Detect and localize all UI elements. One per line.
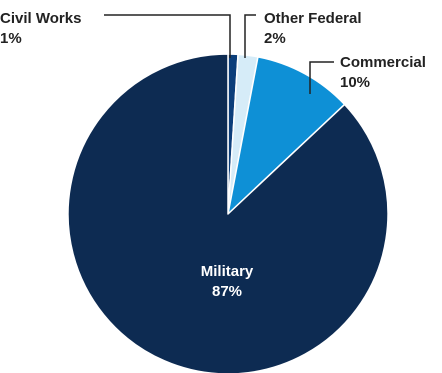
pie-slice-commercial xyxy=(227,56,346,215)
slice-value-other-federal: 2% xyxy=(264,30,286,47)
leader-lines xyxy=(104,14,334,94)
slice-label-military: Military xyxy=(201,263,254,280)
slice-label-civil-works: Civil Works xyxy=(0,10,81,27)
leader-line-other-federal xyxy=(244,14,256,58)
pie-slice-military xyxy=(67,53,389,373)
slice-value-commercial: 10% xyxy=(340,74,370,91)
slice-label-commercial: Commercial xyxy=(340,54,426,71)
slice-label-other-federal: Other Federal xyxy=(264,10,362,27)
slice-value-military: 87% xyxy=(212,283,242,300)
slice-value-civil-works: 1% xyxy=(0,30,22,47)
slices-layer xyxy=(67,53,389,373)
labels-layer: Civil Works 1% Other Federal 2% Commerci… xyxy=(0,10,426,300)
leader-line-commercial xyxy=(309,61,334,94)
leader-line-civil-works xyxy=(104,14,231,58)
